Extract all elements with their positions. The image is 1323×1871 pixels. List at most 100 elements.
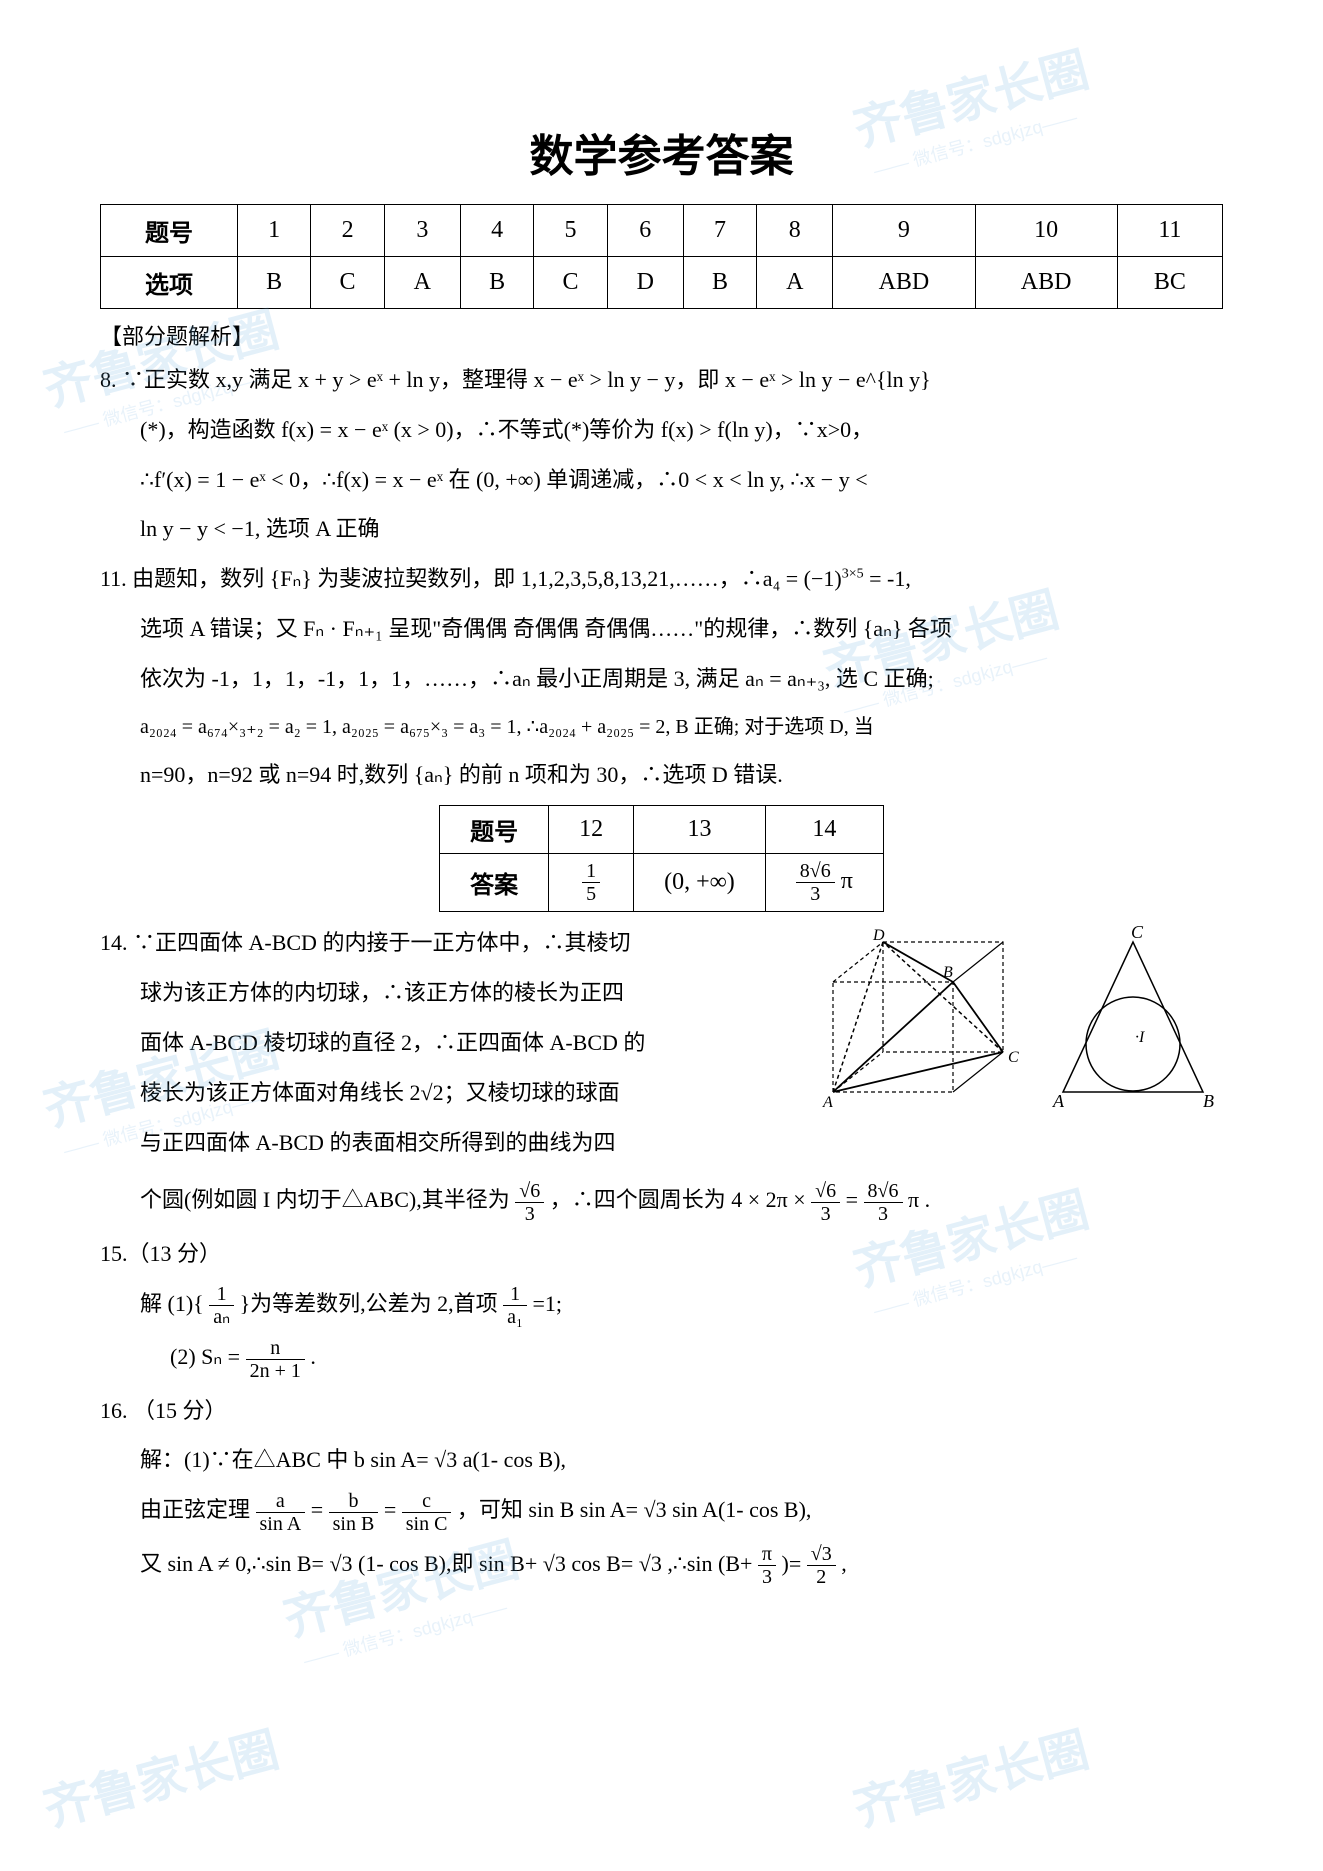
exponent: 3×5 [842,567,864,582]
cell: 11 [1117,205,1222,257]
label-B: B [943,964,953,981]
cell: 14 [765,806,883,854]
q15-line2: (2) Sₙ = n2n + 1 . [100,1336,1223,1381]
page-title: 数学参考答案 [100,120,1223,184]
cell: 12 [549,806,634,854]
q11-line4: a₂₀₂₄ = a₆₇₄×₃₊₂ = a₂ = 1, a₂₀₂₅ = a₆₇₅×… [100,708,1223,746]
cell: 2 [311,205,384,257]
q16-line3: 又 sin A ≠ 0,∴sin B= √3 (1- cos B),即 sin … [100,1543,1223,1588]
cell: 3 [384,205,460,257]
label-I: ·I [1135,1029,1145,1046]
text: 个圆(例如圆 I 内切于△ABC),其半径为 [140,1187,510,1212]
cell: (0, +∞) [634,854,766,912]
frac-num: √6 [811,1180,840,1203]
cell: A [757,257,833,309]
frac-den: 3 [758,1566,776,1588]
watermark: 齐鲁家长圈 [845,1710,1095,1840]
cell: 5 [534,205,607,257]
q8-line3: ∴f′(x) = 1 − eˣ < 0，∴f(x) = x − eˣ 在 (0,… [100,459,1223,501]
text: 由正弦定理 [140,1497,250,1522]
q11-l1b: = -1, [864,566,911,591]
text: ，∴四个圆周长为 4 × 2π × [550,1187,806,1212]
frac-num: n [246,1337,305,1360]
cell: B [460,257,533,309]
answer-table-1: 题号 1 2 3 4 5 6 7 8 9 10 11 选项 B C A B C … [100,204,1223,309]
frac-num: 1 [503,1283,527,1306]
watermark: 齐鲁家长圈 [35,1710,285,1840]
frac-num: 8√6 [864,1180,903,1203]
frac-num: b [329,1490,379,1513]
label-A: A [822,1094,833,1111]
cell: C [534,257,607,309]
cell: A [384,257,460,309]
frac-den: sin C [402,1513,452,1535]
cell: C [311,257,384,309]
cell: 4 [460,205,533,257]
label-C: C [1008,1049,1019,1066]
frac-den: 3 [515,1203,544,1225]
page: 齐鲁家长圈 —— 微信号：sdgkjzq—— 齐鲁家长圈 —— 微信号：sdgk… [0,0,1323,1871]
cell: 9 [833,205,975,257]
q8-line1: 8. ∵正实数 x,y 满足 x + y > eˣ + ln y，整理得 x −… [100,359,1223,401]
q11-line3: 依次为 -1，1，1，-1，1，1，……，∴aₙ 最小正周期是 3, 满足 aₙ… [100,658,1223,700]
q14-line6: 个圆(例如圆 I 内切于△ABC),其半径为 √63 ，∴四个圆周长为 4 × … [100,1179,1223,1224]
cell: B [237,257,310,309]
q8-line4: ln y − y < −1, 选项 A 正确 [100,508,1223,550]
q16-line1: 解：(1)∵在△ABC 中 b sin A= √3 a(1- cos B), [100,1439,1223,1481]
text: , [841,1551,847,1576]
cell: ABD [975,257,1117,309]
frac-den: aₙ [209,1306,234,1328]
frac-num: 1 [209,1283,234,1306]
label-B: B [1203,1091,1214,1111]
q11-line2: 选项 A 错误；又 Fₙ · Fₙ₊₁ 呈现"奇偶偶 奇偶偶 奇偶偶……"的规律… [100,608,1223,650]
cell: B [683,257,756,309]
cell: 8√63 π [765,854,883,912]
q16-head: 16. （15 分） [100,1390,1223,1432]
cell: BC [1117,257,1222,309]
frac-num: √3 [807,1543,836,1566]
row-header: 题号 [101,205,238,257]
row-header: 答案 [440,854,549,912]
cell: 13 [634,806,766,854]
cell: 6 [607,205,683,257]
text: 又 sin A ≠ 0,∴sin B= √3 (1- cos B),即 sin … [140,1551,752,1576]
text: = [846,1187,864,1212]
cell: D [607,257,683,309]
frac-den: 5 [582,883,600,905]
text: =1; [533,1291,563,1316]
cell: 1 [237,205,310,257]
text: π . [908,1187,930,1212]
cell: ABD [833,257,975,309]
cell: 10 [975,205,1117,257]
frac-den: 3 [864,1203,903,1225]
q11-line1: 11. 由题知，数列 {Fₙ} 为斐波拉契数列，即 1,1,2,3,5,8,13… [100,558,1223,600]
frac-den: 3 [811,1203,840,1225]
text: )= [782,1551,807,1576]
q16-line2: 由正弦定理 asin A = bsin B = csin C ，可知 sin B… [100,1489,1223,1534]
frac-den: sin A [256,1513,306,1535]
q8-line2: (*)，构造函数 f(x) = x − eˣ (x > 0)，∴不等式(*)等价… [100,409,1223,451]
text: . [310,1344,316,1369]
watermark-sub: —— 微信号：sdgkjzq—— [300,1593,510,1672]
row-header: 选项 [101,257,238,309]
answer-table-2: 题号 12 13 14 答案 15 (0, +∞) 8√63 π [439,805,884,912]
frac-num: c [402,1490,452,1513]
frac-num: π [758,1543,776,1566]
text: ，可知 sin B sin A= √3 sin A(1- cos B), [457,1497,812,1522]
frac-den: a₁ [503,1306,527,1328]
q11-l1a: 11. 由题知，数列 {Fₙ} 为斐波拉契数列，即 1,1,2,3,5,8,13… [100,566,842,591]
frac-num: 8√6 [796,860,835,883]
label-A: A [1052,1091,1065,1111]
cell: 8 [757,205,833,257]
text: (2) Sₙ = [170,1344,246,1369]
frac-num: a [256,1490,306,1513]
q14-line5: 与正四面体 A-BCD 的表面相交所得到的曲线为四 [100,1122,1223,1164]
label-D: D [872,927,885,944]
pi-suffix: π [835,868,853,894]
tetrahedron-figure: A B C D A B C ·I [803,922,1223,1112]
text: 解 (1){ [140,1291,204,1316]
q15-head: 15.（13 分） [100,1233,1223,1275]
frac-num: 1 [582,860,600,883]
frac-num: √6 [515,1180,544,1203]
text: }为等差数列,公差为 2,首项 [240,1291,498,1316]
